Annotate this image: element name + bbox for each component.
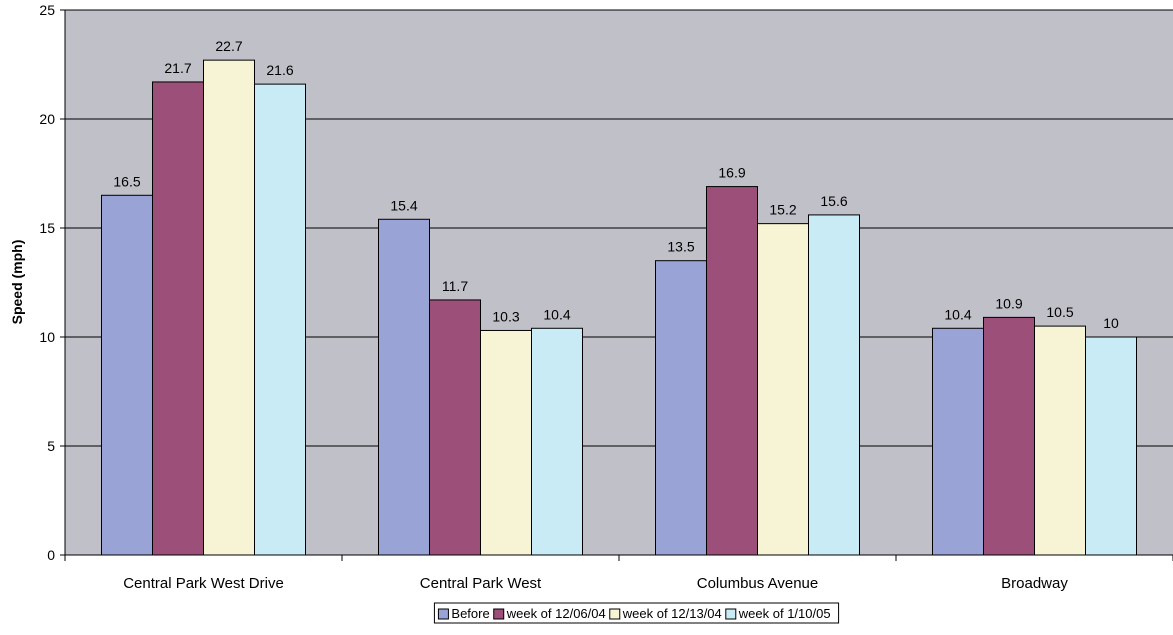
bar (203, 59, 255, 556)
x-category-label: Columbus Avenue (697, 575, 818, 592)
data-label: 16.9 (718, 165, 745, 181)
data-label: 22.7 (215, 38, 242, 54)
x-category-label: Broadway (1001, 575, 1068, 592)
data-label: 10.4 (543, 306, 570, 322)
legend-swatch (493, 608, 505, 620)
data-label: 15.2 (769, 202, 796, 218)
bar (1034, 325, 1086, 556)
bar (429, 299, 481, 556)
bar (1085, 336, 1137, 556)
bar (808, 214, 860, 556)
data-label: 10.3 (492, 308, 519, 324)
legend-box (433, 602, 840, 624)
data-label: 13.5 (667, 239, 694, 255)
bar (254, 83, 306, 556)
data-label: 10.4 (944, 306, 971, 322)
data-label: 15.4 (390, 197, 417, 213)
bar (706, 186, 758, 556)
data-label: 21.6 (266, 62, 293, 78)
y-tick-label: 5 (47, 438, 55, 454)
y-axis-title: Speed (mph) (9, 240, 25, 325)
bar (932, 327, 984, 556)
bar (152, 81, 204, 556)
data-label: 21.7 (164, 60, 191, 76)
legend-swatch (437, 608, 449, 620)
bar (655, 260, 707, 556)
y-tick-label: 15 (39, 220, 55, 236)
data-label: 16.5 (113, 173, 140, 189)
data-label: 11.7 (442, 278, 468, 294)
y-tick-label: 20 (39, 111, 55, 127)
legend-label: Before (451, 606, 489, 621)
legend-swatch (609, 608, 621, 620)
legend-swatch (725, 608, 737, 620)
legend-label: week of 12/06/04 (506, 606, 606, 621)
y-tick-label: 25 (39, 2, 55, 18)
bar (757, 223, 809, 556)
legend-label: week of 12/13/04 (622, 606, 722, 621)
bar (531, 327, 583, 556)
x-category-label: Central Park West (420, 575, 542, 592)
bar (983, 316, 1035, 556)
bar (378, 218, 430, 556)
legend: Before week of 12/06/04 week of 12/13/04 we… (433, 602, 840, 624)
x-category-label: Central Park West Drive (123, 575, 284, 592)
data-label: 10 (1103, 315, 1119, 331)
data-label: 10.9 (995, 295, 1022, 311)
bar (480, 329, 532, 556)
bar (101, 194, 153, 556)
legend-label: week of 1/10/05 (738, 606, 831, 621)
y-tick-label: 10 (39, 329, 55, 345)
data-label: 15.6 (820, 193, 847, 209)
data-label: 10.5 (1046, 304, 1073, 320)
y-tick-label: 0 (47, 547, 55, 563)
